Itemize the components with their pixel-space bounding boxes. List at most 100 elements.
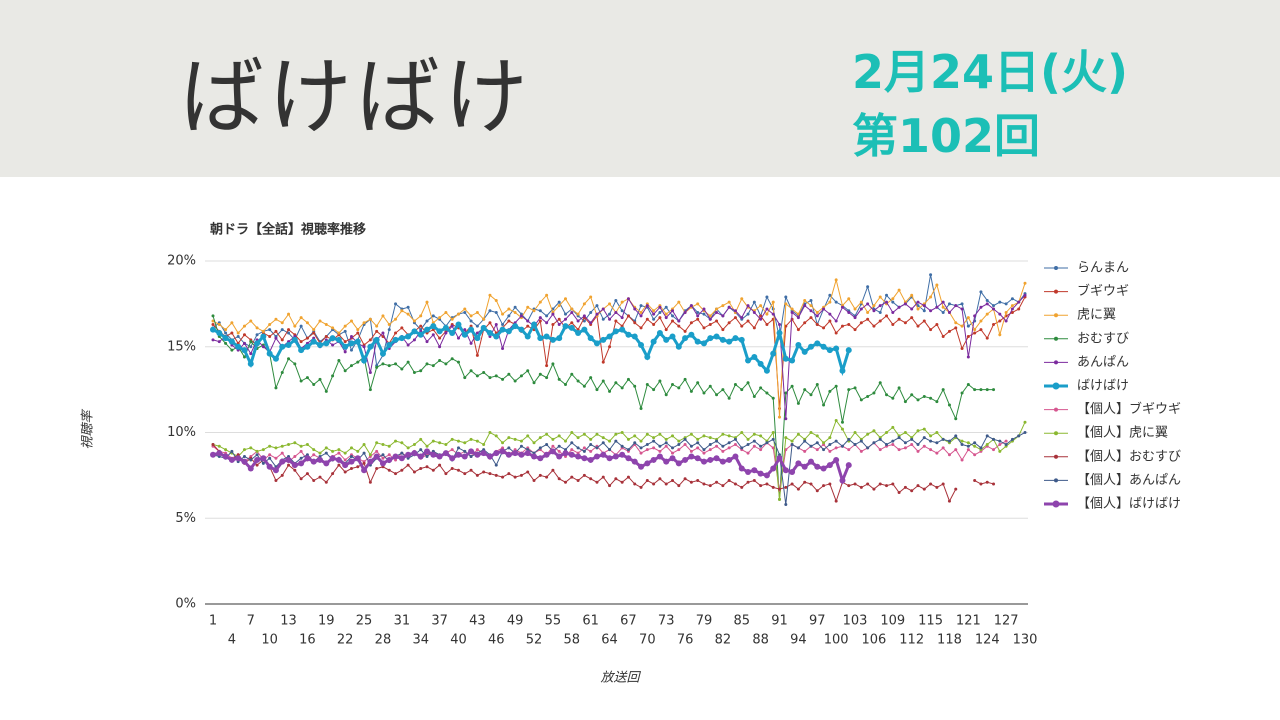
data-point (367, 343, 374, 350)
data-point (337, 331, 341, 335)
data-point (425, 340, 429, 344)
data-point (696, 446, 700, 450)
data-point (658, 449, 662, 453)
data-point (545, 376, 549, 380)
data-point (436, 453, 443, 460)
data-point (763, 472, 770, 479)
data-point (494, 473, 498, 477)
x-tick-label: 55 (545, 614, 562, 629)
data-point (891, 443, 895, 447)
data-point (992, 388, 996, 392)
data-point (519, 374, 523, 378)
data-point (424, 448, 431, 455)
data-point (507, 314, 511, 318)
data-point (658, 477, 662, 481)
data-point (998, 333, 1002, 337)
data-point (526, 434, 530, 438)
data-point (740, 316, 744, 320)
data-point (526, 470, 530, 474)
data-point (620, 316, 624, 320)
data-point (513, 475, 517, 479)
data-point (954, 417, 958, 421)
data-point (456, 336, 460, 340)
data-point (765, 441, 769, 445)
data-point (790, 384, 794, 388)
data-point (589, 295, 593, 299)
data-point (424, 326, 431, 333)
data-point (551, 362, 555, 366)
data-point (299, 477, 303, 481)
data-point (859, 439, 863, 443)
data-point (1004, 310, 1008, 314)
x-tick-label: 97 (809, 614, 826, 629)
data-point (387, 453, 391, 457)
x-tick-label: 49 (507, 614, 524, 629)
data-point (771, 485, 775, 489)
data-point (652, 309, 656, 313)
data-point (885, 293, 889, 297)
data-point (966, 324, 970, 328)
data-point (532, 309, 536, 313)
data-point (834, 384, 838, 388)
data-point (847, 388, 851, 392)
data-point (255, 453, 259, 457)
data-point (513, 305, 517, 309)
data-point (715, 307, 719, 311)
data-point (570, 431, 574, 434)
data-point (475, 473, 479, 477)
data-point (866, 482, 870, 486)
data-point (746, 319, 750, 323)
data-point (274, 317, 278, 321)
data-point (595, 312, 599, 316)
data-point (765, 295, 769, 299)
data-point (789, 357, 796, 364)
data-point (526, 305, 530, 309)
x-tick-label: 79 (696, 614, 713, 629)
data-point (658, 379, 662, 383)
data-point (323, 460, 330, 467)
data-point (563, 317, 567, 321)
data-point (247, 465, 254, 472)
data-point (600, 451, 607, 458)
data-point (455, 321, 462, 328)
data-point (822, 326, 826, 330)
data-point (545, 293, 549, 297)
x-tick-label: 73 (658, 614, 675, 629)
x-tick-label: 19 (318, 614, 335, 629)
data-point (494, 322, 498, 326)
data-point (268, 322, 272, 326)
data-point (482, 443, 486, 447)
y-axis-label: 視聴率 (80, 409, 96, 450)
data-point (916, 449, 920, 453)
data-point (803, 449, 807, 453)
data-point (331, 374, 335, 378)
data-point (992, 482, 996, 486)
data-point (608, 484, 612, 488)
data-point (582, 384, 586, 388)
data-point (897, 448, 901, 452)
data-point (394, 472, 398, 476)
data-point (859, 485, 863, 489)
data-point (304, 343, 311, 350)
data-point (526, 369, 530, 373)
data-point (444, 310, 448, 314)
data-point (702, 451, 706, 455)
data-point (973, 453, 977, 457)
data-point (626, 475, 630, 479)
data-point (702, 434, 706, 438)
data-point (807, 458, 814, 465)
data-point (242, 448, 246, 452)
data-point (482, 317, 486, 321)
data-point (425, 465, 429, 469)
data-point (518, 451, 525, 458)
data-point (960, 443, 964, 447)
data-point (499, 448, 506, 455)
data-point (807, 343, 814, 350)
legend-marker (1054, 454, 1058, 459)
data-point (293, 324, 297, 328)
legend-label: ばけばけ (1077, 379, 1129, 394)
data-point (696, 381, 700, 385)
data-point (696, 310, 700, 314)
data-point (675, 343, 682, 350)
data-point (935, 431, 939, 434)
